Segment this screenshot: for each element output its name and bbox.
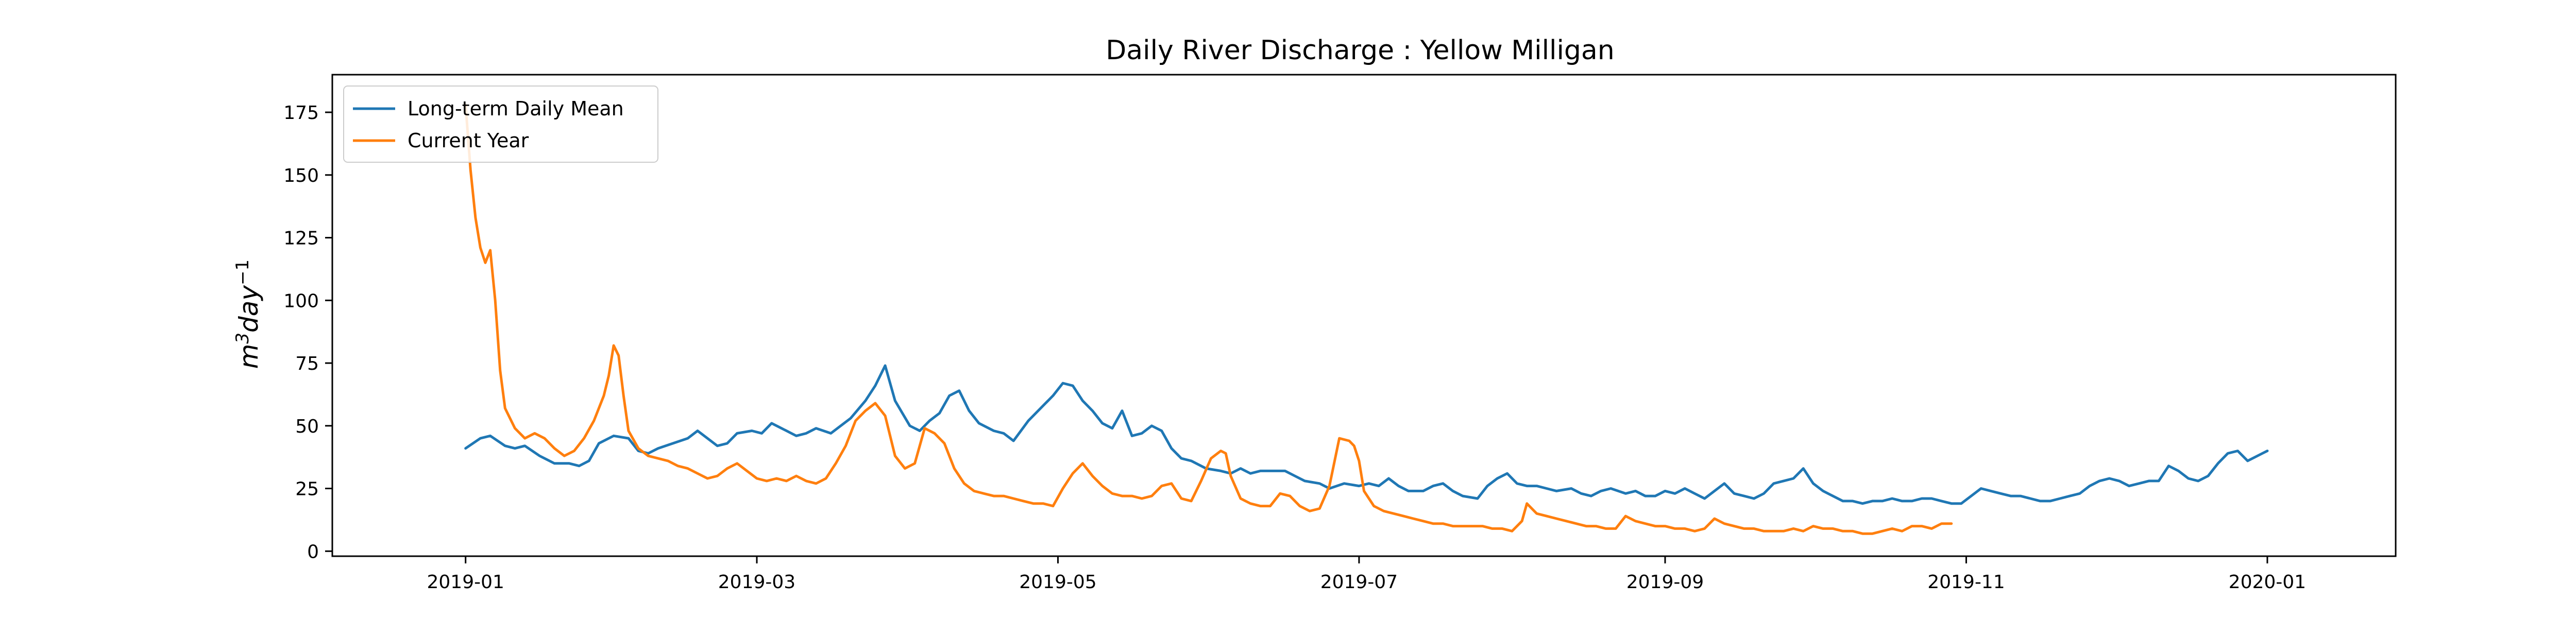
series-line-2: [464, 103, 1953, 535]
legend-box: [343, 85, 658, 163]
x-tick-label: 2019-07: [1320, 572, 1398, 593]
x-tick-label: 2019-03: [718, 572, 795, 593]
y-axis-label-sup1: 3: [232, 333, 253, 344]
y-axis-label-mid: day: [234, 284, 264, 332]
axes: 2019-01 2019-03 2019-05 2019-07 2019-09 2019-…: [283, 102, 2306, 593]
y-tick-label: 25: [295, 479, 319, 500]
y-tick-label: 100: [283, 290, 319, 312]
plot-frame: [331, 74, 2397, 557]
series-line-1: [464, 364, 2269, 505]
y-tick-label: 125: [283, 228, 319, 249]
legend-label: Long-term Daily Mean: [408, 97, 624, 120]
y-tick-label: 175: [283, 102, 319, 124]
x-tick-label: 2019-01: [427, 572, 504, 593]
y-tick-label: 150: [283, 165, 319, 186]
x-tick-label: 2019-11: [1927, 572, 2005, 593]
x-tick-label: 2019-05: [1019, 572, 1096, 593]
legend: Long-term Daily Mean Current Year: [343, 85, 658, 163]
y-tick-label: 50: [295, 416, 319, 437]
legend-label: Current Year: [408, 129, 529, 152]
plot-area: [464, 103, 2269, 535]
y-tick-label: 75: [295, 353, 319, 374]
y-axis-label: m3day−1: [232, 260, 264, 369]
y-tick-label: 0: [307, 541, 319, 562]
x-tick-label: 2019-09: [1626, 572, 1704, 593]
chart-title: Daily River Discharge : Yellow Milligan: [1106, 35, 1615, 66]
y-axis-label-base: m: [234, 344, 264, 369]
y-axis-label-sup2: −1: [232, 260, 253, 285]
x-tick-label: 2020-01: [2229, 572, 2306, 593]
